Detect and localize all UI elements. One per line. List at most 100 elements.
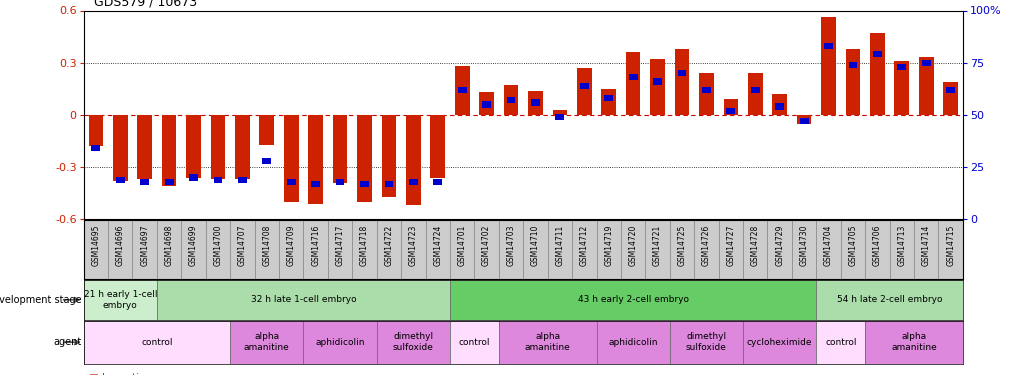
Bar — [181, 220, 206, 279]
Bar — [430, 115, 444, 178]
Bar — [230, 220, 255, 279]
Text: GSM14719: GSM14719 — [603, 225, 612, 266]
Text: GSM14726: GSM14726 — [701, 225, 710, 266]
Bar — [304, 220, 327, 279]
Text: GSM14705: GSM14705 — [848, 225, 857, 266]
Bar — [815, 321, 864, 364]
Bar — [628, 74, 637, 81]
Text: GDS579 / 10673: GDS579 / 10673 — [94, 0, 197, 9]
Bar — [381, 115, 395, 197]
Bar — [669, 321, 742, 364]
Bar — [449, 321, 498, 364]
Bar — [113, 115, 127, 181]
Bar — [498, 321, 596, 364]
Text: GSM14717: GSM14717 — [335, 225, 344, 266]
Text: cycloheximide: cycloheximide — [746, 338, 812, 346]
Bar — [141, 178, 149, 185]
Bar — [304, 321, 376, 364]
Text: GSM14722: GSM14722 — [384, 225, 393, 266]
Bar — [211, 115, 225, 179]
Bar — [503, 86, 518, 115]
Text: aphidicolin: aphidicolin — [607, 338, 657, 346]
Bar — [279, 220, 304, 279]
Bar — [937, 220, 962, 279]
Bar — [384, 181, 393, 187]
Bar — [722, 99, 738, 115]
Bar — [360, 181, 369, 187]
Bar — [376, 220, 400, 279]
Bar — [645, 220, 669, 279]
Bar — [747, 73, 762, 115]
Text: GSM14706: GSM14706 — [872, 225, 881, 266]
Bar — [138, 115, 152, 179]
Bar — [406, 115, 420, 206]
Bar — [677, 70, 686, 76]
Bar — [547, 220, 572, 279]
Text: GSM14710: GSM14710 — [531, 225, 539, 266]
Bar — [531, 99, 539, 105]
Bar — [815, 220, 840, 279]
Text: agent: agent — [53, 337, 82, 347]
Bar — [186, 115, 201, 178]
Bar — [872, 51, 881, 57]
Text: GSM14720: GSM14720 — [628, 225, 637, 266]
Bar — [108, 220, 132, 279]
Bar — [669, 220, 694, 279]
Bar — [132, 220, 157, 279]
Bar — [376, 321, 449, 364]
Text: dimethyl
sulfoxide: dimethyl sulfoxide — [392, 333, 433, 352]
Bar — [694, 220, 718, 279]
Bar — [449, 220, 474, 279]
Text: GSM14701: GSM14701 — [458, 225, 467, 266]
Text: GSM14704: GSM14704 — [823, 225, 833, 266]
Bar — [332, 115, 347, 183]
Bar — [894, 61, 908, 115]
Bar — [157, 220, 181, 279]
Bar — [92, 145, 100, 152]
Bar — [652, 78, 661, 85]
Bar — [454, 66, 469, 115]
Bar — [286, 178, 296, 185]
Bar — [327, 220, 352, 279]
Bar — [479, 92, 493, 115]
Text: 32 h late 1-cell embryo: 32 h late 1-cell embryo — [251, 296, 356, 304]
Bar — [626, 52, 640, 115]
Text: GSM14713: GSM14713 — [897, 225, 906, 266]
Bar — [458, 87, 466, 93]
Text: 43 h early 2-cell embryo: 43 h early 2-cell embryo — [577, 296, 688, 304]
Bar — [84, 321, 230, 364]
Text: GSM14699: GSM14699 — [189, 225, 198, 266]
Bar — [674, 49, 689, 115]
Bar — [255, 220, 279, 279]
Bar — [943, 82, 957, 115]
Bar — [213, 177, 222, 183]
Text: GSM14725: GSM14725 — [677, 225, 686, 266]
Bar — [650, 59, 664, 115]
Text: GSM14715: GSM14715 — [946, 225, 954, 266]
Text: GSM14718: GSM14718 — [360, 225, 369, 266]
Bar — [864, 220, 889, 279]
Bar — [84, 280, 157, 320]
Bar — [921, 60, 929, 66]
Bar — [552, 110, 567, 115]
Text: GSM14697: GSM14697 — [140, 225, 149, 266]
Text: GSM14708: GSM14708 — [262, 225, 271, 266]
Text: alpha
amanitine: alpha amanitine — [525, 333, 570, 352]
Text: GSM14711: GSM14711 — [555, 225, 564, 266]
Bar — [889, 220, 913, 279]
Bar — [577, 68, 591, 115]
Bar — [449, 280, 815, 320]
Bar — [352, 220, 376, 279]
Bar — [89, 115, 103, 146]
Bar — [506, 97, 515, 104]
Bar — [869, 33, 883, 115]
Text: GSM14707: GSM14707 — [237, 225, 247, 266]
Text: GSM14709: GSM14709 — [286, 225, 296, 266]
Bar — [913, 220, 937, 279]
Bar — [698, 73, 713, 115]
Bar — [774, 104, 784, 110]
Bar — [596, 220, 621, 279]
Bar — [742, 321, 815, 364]
Bar — [84, 220, 108, 279]
Text: GSM14728: GSM14728 — [750, 225, 759, 266]
